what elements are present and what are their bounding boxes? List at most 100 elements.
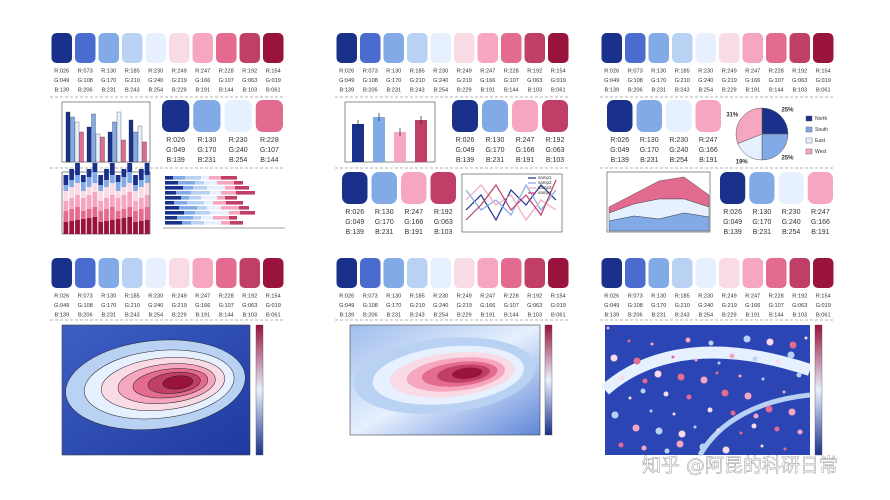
rgb-label: B:139 [54, 87, 69, 93]
deco-bar [133, 211, 138, 222]
rgb-label: G:107 [219, 303, 234, 309]
rgb-label: R:130 [640, 137, 659, 144]
deco-bar [98, 222, 104, 234]
swatch [636, 100, 662, 132]
deco-bar [138, 209, 144, 221]
deco-dot [782, 390, 786, 394]
rgb-label: R:026 [166, 137, 185, 144]
rgb-label: G:170 [197, 147, 216, 154]
rgb-label: G:240 [698, 303, 713, 309]
swatch [601, 258, 622, 288]
legend-label: West [815, 149, 827, 155]
deco-dot [796, 372, 802, 378]
deco-bar [165, 176, 173, 180]
deco-bar [100, 136, 105, 163]
deco-bar [415, 120, 427, 162]
rgb-label: R:247 [480, 293, 495, 299]
swatch [789, 33, 810, 63]
deco-bar [195, 211, 210, 215]
rgb-label: B:231 [486, 157, 504, 164]
swatch [695, 258, 716, 288]
rgb-label: B:191 [480, 312, 495, 318]
deco-bar [217, 181, 234, 185]
rgb-label: G:063 [242, 303, 257, 309]
legend-label: samp2 [538, 180, 552, 185]
rgb-label: G:049 [604, 78, 619, 84]
deco-dot [650, 342, 654, 346]
swatch [98, 33, 119, 63]
rgb-label: R:228 [769, 293, 784, 299]
rgb-label: B:061 [266, 87, 281, 93]
rgb-label: R:192 [546, 137, 565, 144]
deco-bar [121, 209, 127, 218]
deco-bar [165, 221, 182, 225]
deco-bar [69, 180, 75, 187]
deco-bar [230, 221, 243, 225]
rgb-label: R:192 [242, 293, 257, 299]
deco-dot [744, 392, 752, 400]
rgb-label: G:108 [363, 303, 378, 309]
deco-bar [182, 221, 191, 225]
deco-bar [225, 186, 235, 190]
deco-bar [86, 218, 92, 234]
rgb-label: R:249 [457, 68, 472, 74]
deco-bar [144, 195, 150, 207]
rgb-label: R:130 [375, 209, 394, 216]
deco-line [465, 179, 557, 221]
deco-dot [761, 377, 765, 381]
swatch [145, 33, 166, 63]
rgb-label: G:019 [816, 78, 831, 84]
watermark: 知乎 @阿昆的科研日常 [642, 455, 838, 477]
deco-bar [183, 186, 193, 190]
deco-dot [610, 354, 618, 362]
legend-label: samp4 [538, 190, 552, 195]
rgb-label: B:191 [516, 157, 534, 164]
deco-bar [109, 175, 115, 183]
swatch [477, 33, 498, 63]
rgb-label: G:240 [148, 303, 163, 309]
swatch [336, 258, 357, 288]
deco-bar [165, 216, 177, 220]
legend-label: North [815, 116, 827, 122]
rgb-label: R:026 [339, 293, 354, 299]
chart-frame [61, 324, 251, 456]
deco-dot [752, 356, 758, 362]
swatch [255, 100, 283, 132]
deco-dot [632, 424, 640, 432]
chart-frame [349, 324, 541, 436]
swatch [454, 33, 475, 63]
deco-bar [63, 211, 69, 222]
rgb-label: R:026 [610, 137, 629, 144]
deco-bar [104, 187, 109, 198]
deco-bar [92, 207, 98, 217]
swatch [430, 258, 451, 288]
rgb-label: G:170 [651, 303, 666, 309]
rgb-label: B:231 [386, 87, 401, 93]
rgb-label: B:061 [816, 87, 831, 93]
deco-dot [717, 361, 721, 365]
swatch [122, 33, 143, 63]
deco-bar [104, 180, 109, 187]
deco-bar [65, 111, 71, 163]
deco-bar [217, 196, 225, 200]
rgb-label: B:139 [604, 312, 619, 318]
deco-dot [708, 340, 714, 346]
deco-bar [104, 221, 109, 234]
rgb-label: B:229 [172, 87, 187, 93]
rgb-label: B:144 [219, 87, 234, 93]
rgb-label: G:166 [480, 303, 495, 309]
swatch [813, 258, 834, 288]
pie-slice [761, 107, 789, 135]
deco-bar [63, 191, 69, 201]
swatch [383, 33, 404, 63]
deco-dot [739, 431, 743, 435]
swatch [512, 100, 538, 132]
deco-line [465, 184, 557, 222]
rgb-label: G:049 [610, 147, 629, 154]
rgb-label: R:228 [504, 68, 519, 74]
rgb-label: G:240 [229, 147, 248, 154]
deco-bar [80, 211, 86, 219]
road [697, 392, 811, 457]
deco-dot [654, 370, 662, 378]
deco-bar [173, 176, 185, 180]
